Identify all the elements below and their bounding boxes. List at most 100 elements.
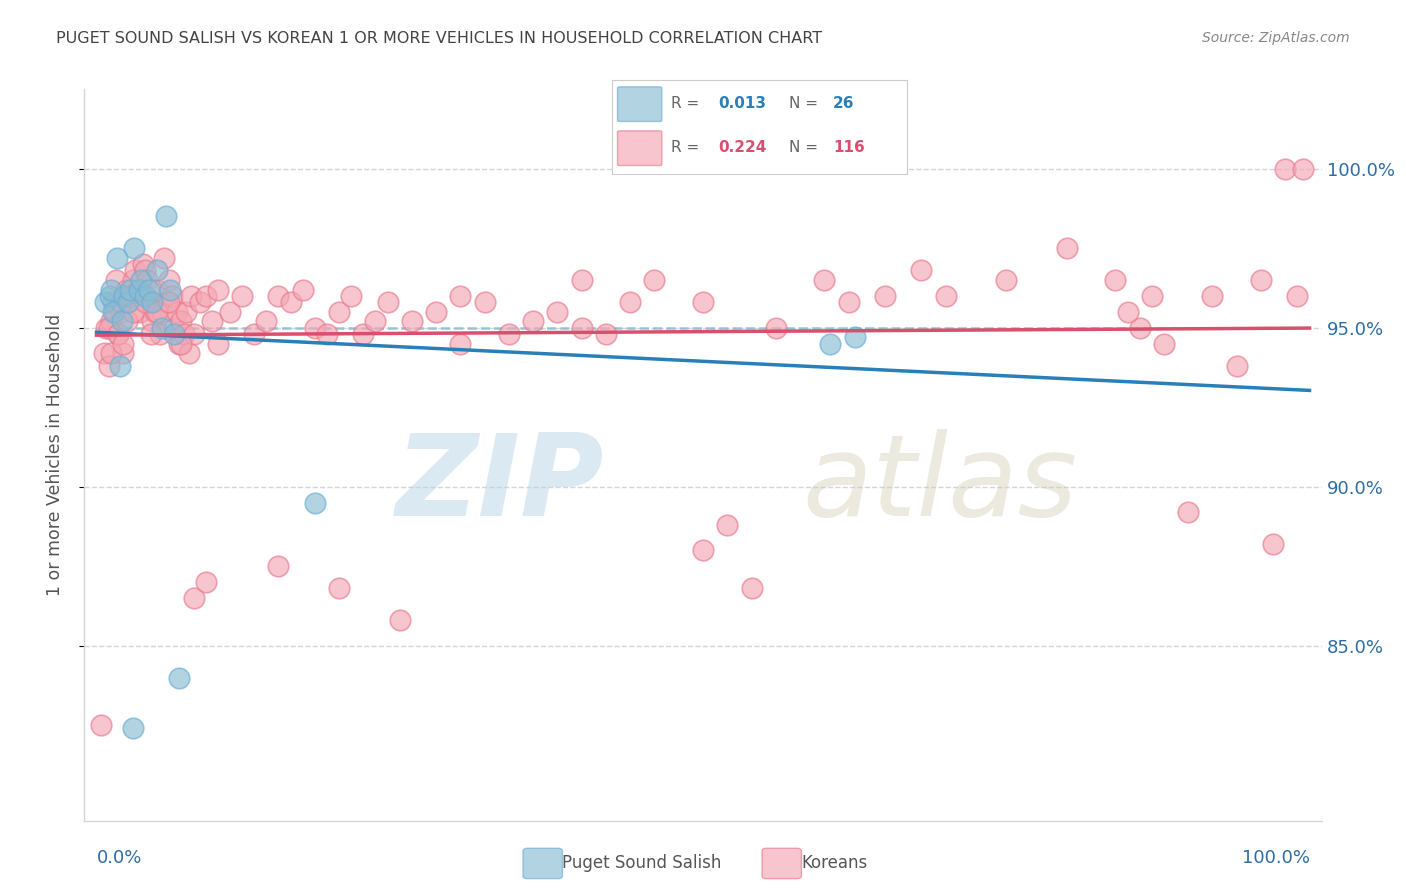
Point (280, 295, 302, 310)
Point (1250, 273, 1272, 287)
Point (157, 273, 180, 287)
Point (571, 273, 593, 287)
Text: 26: 26 (832, 96, 855, 112)
Point (96, 320, 118, 334)
Text: PUGET SOUND SALISH VS KOREAN 1 OR MORE VEHICLES IN HOUSEHOLD CORRELATION CHART: PUGET SOUND SALISH VS KOREAN 1 OR MORE V… (56, 31, 823, 46)
Point (180, 289, 202, 303)
Point (150, 320, 173, 334)
Point (267, 289, 290, 303)
Point (425, 305, 447, 319)
Point (183, 327, 205, 342)
Point (1177, 505, 1199, 519)
Point (146, 263, 169, 277)
Point (163, 320, 186, 334)
Point (100, 314, 122, 328)
Point (935, 289, 957, 303)
Point (103, 295, 125, 310)
Point (150, 305, 173, 319)
Point (1286, 289, 1309, 303)
Point (117, 295, 139, 310)
Point (97, 359, 120, 373)
Point (93, 346, 115, 360)
Point (388, 613, 411, 627)
Point (1261, 537, 1284, 551)
Text: 0.013: 0.013 (718, 96, 766, 112)
Point (143, 305, 166, 319)
Point (1292, 161, 1315, 176)
Point (254, 314, 277, 328)
Point (328, 305, 350, 319)
Point (112, 336, 135, 351)
Y-axis label: 1 or more Vehicles in Household: 1 or more Vehicles in Household (45, 314, 63, 596)
Point (90, 718, 112, 732)
Point (129, 305, 152, 319)
Point (177, 346, 200, 360)
Point (910, 263, 932, 277)
Point (170, 314, 193, 328)
Point (844, 330, 866, 344)
Text: Source: ZipAtlas.com: Source: ZipAtlas.com (1202, 31, 1350, 45)
Text: ZIP: ZIP (395, 429, 605, 540)
Point (100, 283, 122, 297)
Point (120, 289, 142, 303)
Text: N =: N = (789, 140, 818, 155)
Point (155, 210, 177, 224)
Point (873, 289, 896, 303)
Point (160, 289, 183, 303)
Point (194, 575, 217, 590)
Point (1226, 359, 1249, 373)
Text: R =: R = (671, 140, 699, 155)
Point (716, 517, 738, 532)
Text: 100.0%: 100.0% (1241, 849, 1309, 867)
Point (643, 273, 665, 287)
Point (316, 327, 339, 342)
Text: Puget Sound Salish: Puget Sound Salish (562, 855, 721, 872)
Point (522, 314, 544, 328)
Point (100, 346, 122, 360)
Text: Koreans: Koreans (801, 855, 868, 872)
Point (167, 671, 190, 685)
Point (838, 295, 860, 310)
Point (167, 336, 190, 351)
Point (741, 582, 763, 596)
Point (328, 582, 350, 596)
Point (146, 305, 169, 319)
Point (128, 283, 150, 297)
Point (127, 289, 149, 303)
Text: 0.224: 0.224 (718, 140, 766, 155)
Point (122, 273, 145, 287)
Point (98, 289, 121, 303)
Point (304, 320, 326, 334)
Point (105, 251, 128, 265)
Point (995, 273, 1018, 287)
Point (364, 314, 387, 328)
Point (134, 295, 156, 310)
Point (131, 257, 153, 271)
Point (619, 295, 641, 310)
Point (595, 327, 617, 342)
Text: 0.0%: 0.0% (97, 849, 142, 867)
Point (173, 327, 195, 342)
Point (692, 543, 714, 558)
Point (820, 336, 842, 351)
Point (128, 283, 150, 297)
Point (122, 241, 145, 255)
Point (157, 295, 180, 310)
Point (110, 305, 132, 319)
Point (291, 283, 314, 297)
Point (124, 263, 146, 277)
Point (201, 314, 224, 328)
Point (120, 283, 142, 297)
Point (110, 295, 132, 310)
Point (1140, 289, 1163, 303)
Point (104, 273, 127, 287)
Point (103, 305, 125, 319)
Point (163, 327, 186, 342)
Point (1056, 241, 1078, 255)
Point (120, 289, 142, 303)
Point (141, 295, 163, 310)
Point (94, 295, 117, 310)
Point (134, 263, 156, 277)
Point (352, 327, 374, 342)
Point (194, 289, 217, 303)
